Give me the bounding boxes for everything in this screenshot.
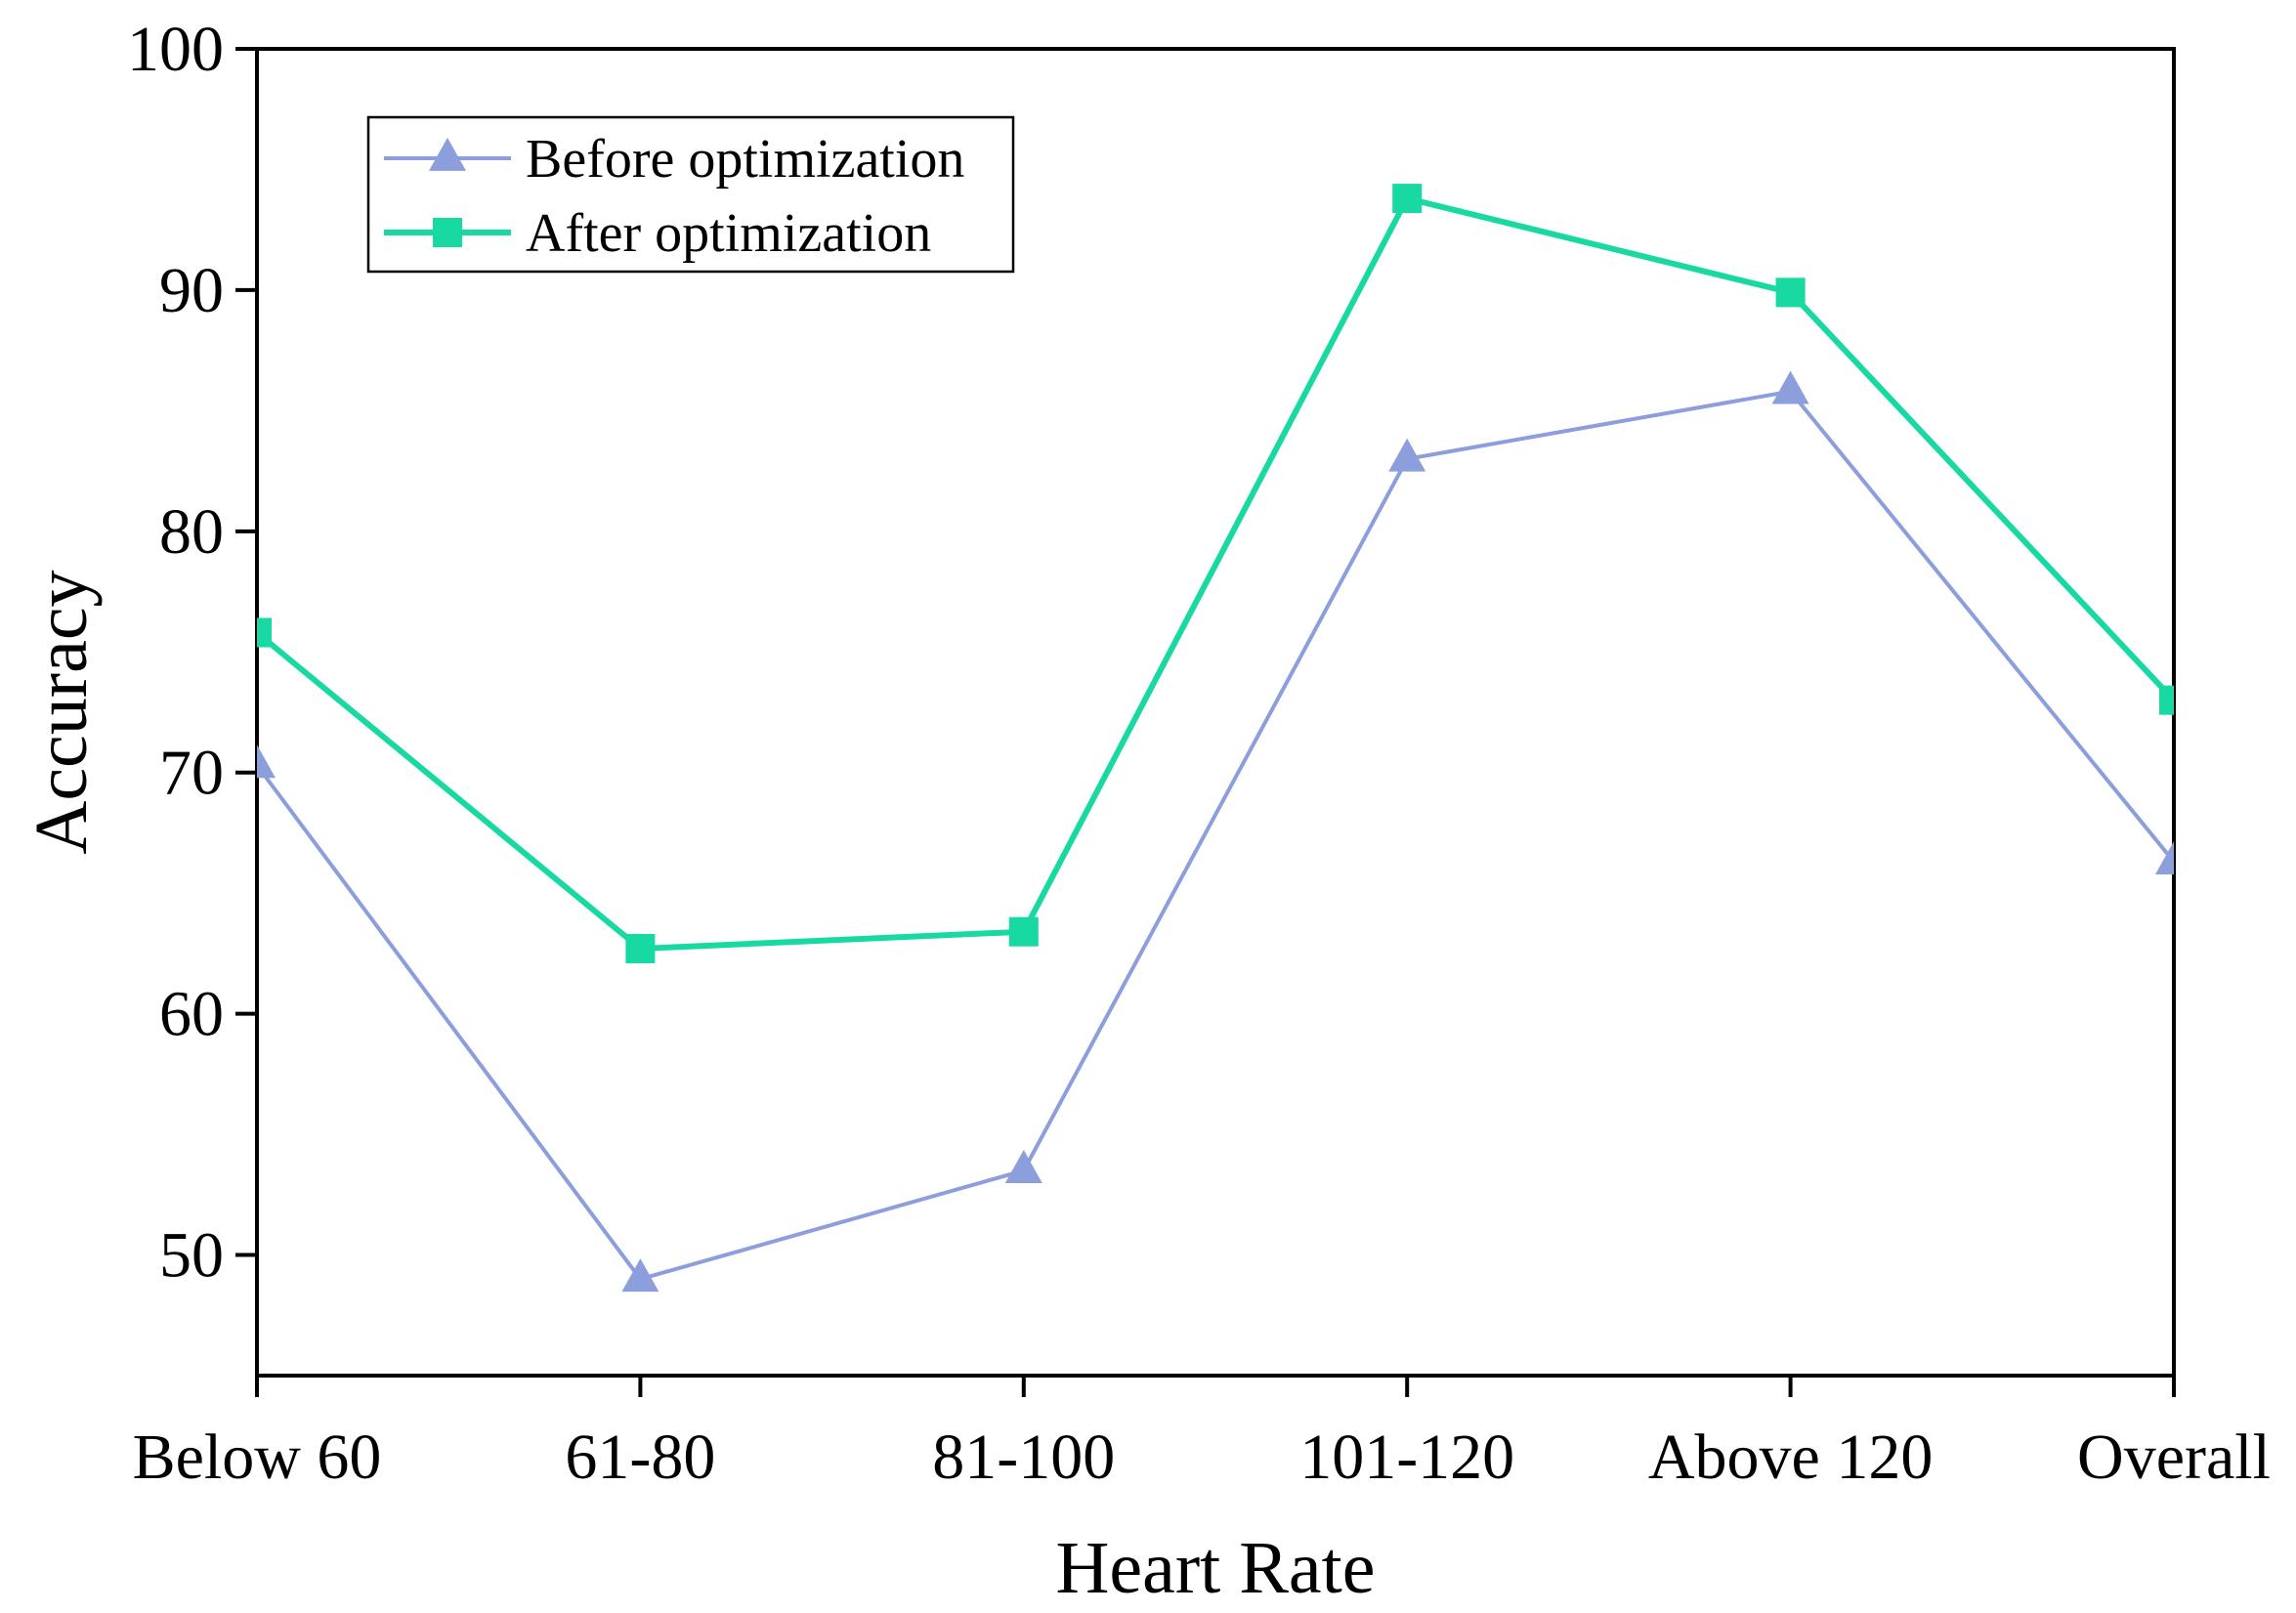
legend-box <box>366 115 1015 274</box>
data-point <box>1771 370 1809 404</box>
x-axis-title: Heart Rate <box>1055 1527 1375 1609</box>
data-point <box>621 1258 659 1293</box>
x-tick-label: 101-120 <box>1299 1422 1514 1493</box>
data-point <box>625 933 656 963</box>
y-axis-title: Accuracy <box>21 570 103 854</box>
data-point <box>1775 277 1806 308</box>
triangle-marker-icon <box>429 137 466 171</box>
data-point <box>1004 1150 1042 1184</box>
data-point <box>257 617 272 648</box>
data-point <box>1388 438 1426 472</box>
y-tick-label: 100 <box>127 14 224 85</box>
series-line <box>257 389 2174 1282</box>
data-point <box>1392 184 1423 214</box>
series-line <box>257 194 2174 953</box>
x-tick-label: Above 120 <box>1648 1422 1933 1493</box>
y-tick-label: 60 <box>159 979 224 1050</box>
y-tick-label: 70 <box>159 738 224 809</box>
data-point <box>257 744 276 779</box>
data-point <box>2155 841 2174 875</box>
series-after-optimization <box>257 184 2174 963</box>
data-point <box>2159 685 2174 715</box>
series-before-optimization <box>257 370 2174 1293</box>
x-axis: Below 60 61-80 81-100 101-120 Above 120 Overa… <box>133 1376 2271 1493</box>
x-tick-label: 61-80 <box>565 1422 715 1493</box>
y-tick-label: 90 <box>159 255 224 326</box>
y-axis: 50 60 70 80 90 100 <box>127 14 257 1292</box>
x-tick-label: Below 60 <box>133 1422 382 1493</box>
y-tick-label: 50 <box>159 1220 224 1292</box>
x-tick-label: Overall <box>2077 1422 2271 1493</box>
legend: Before optimization After optimization <box>366 115 1015 274</box>
x-tick-label: 81-100 <box>932 1422 1115 1493</box>
legend-label: Before optimization <box>526 129 964 190</box>
y-tick-label: 80 <box>159 496 224 568</box>
data-point <box>1008 916 1039 947</box>
square-marker-icon <box>433 218 462 247</box>
legend-label: After optimization <box>526 203 931 264</box>
series-layer <box>257 184 2174 1293</box>
